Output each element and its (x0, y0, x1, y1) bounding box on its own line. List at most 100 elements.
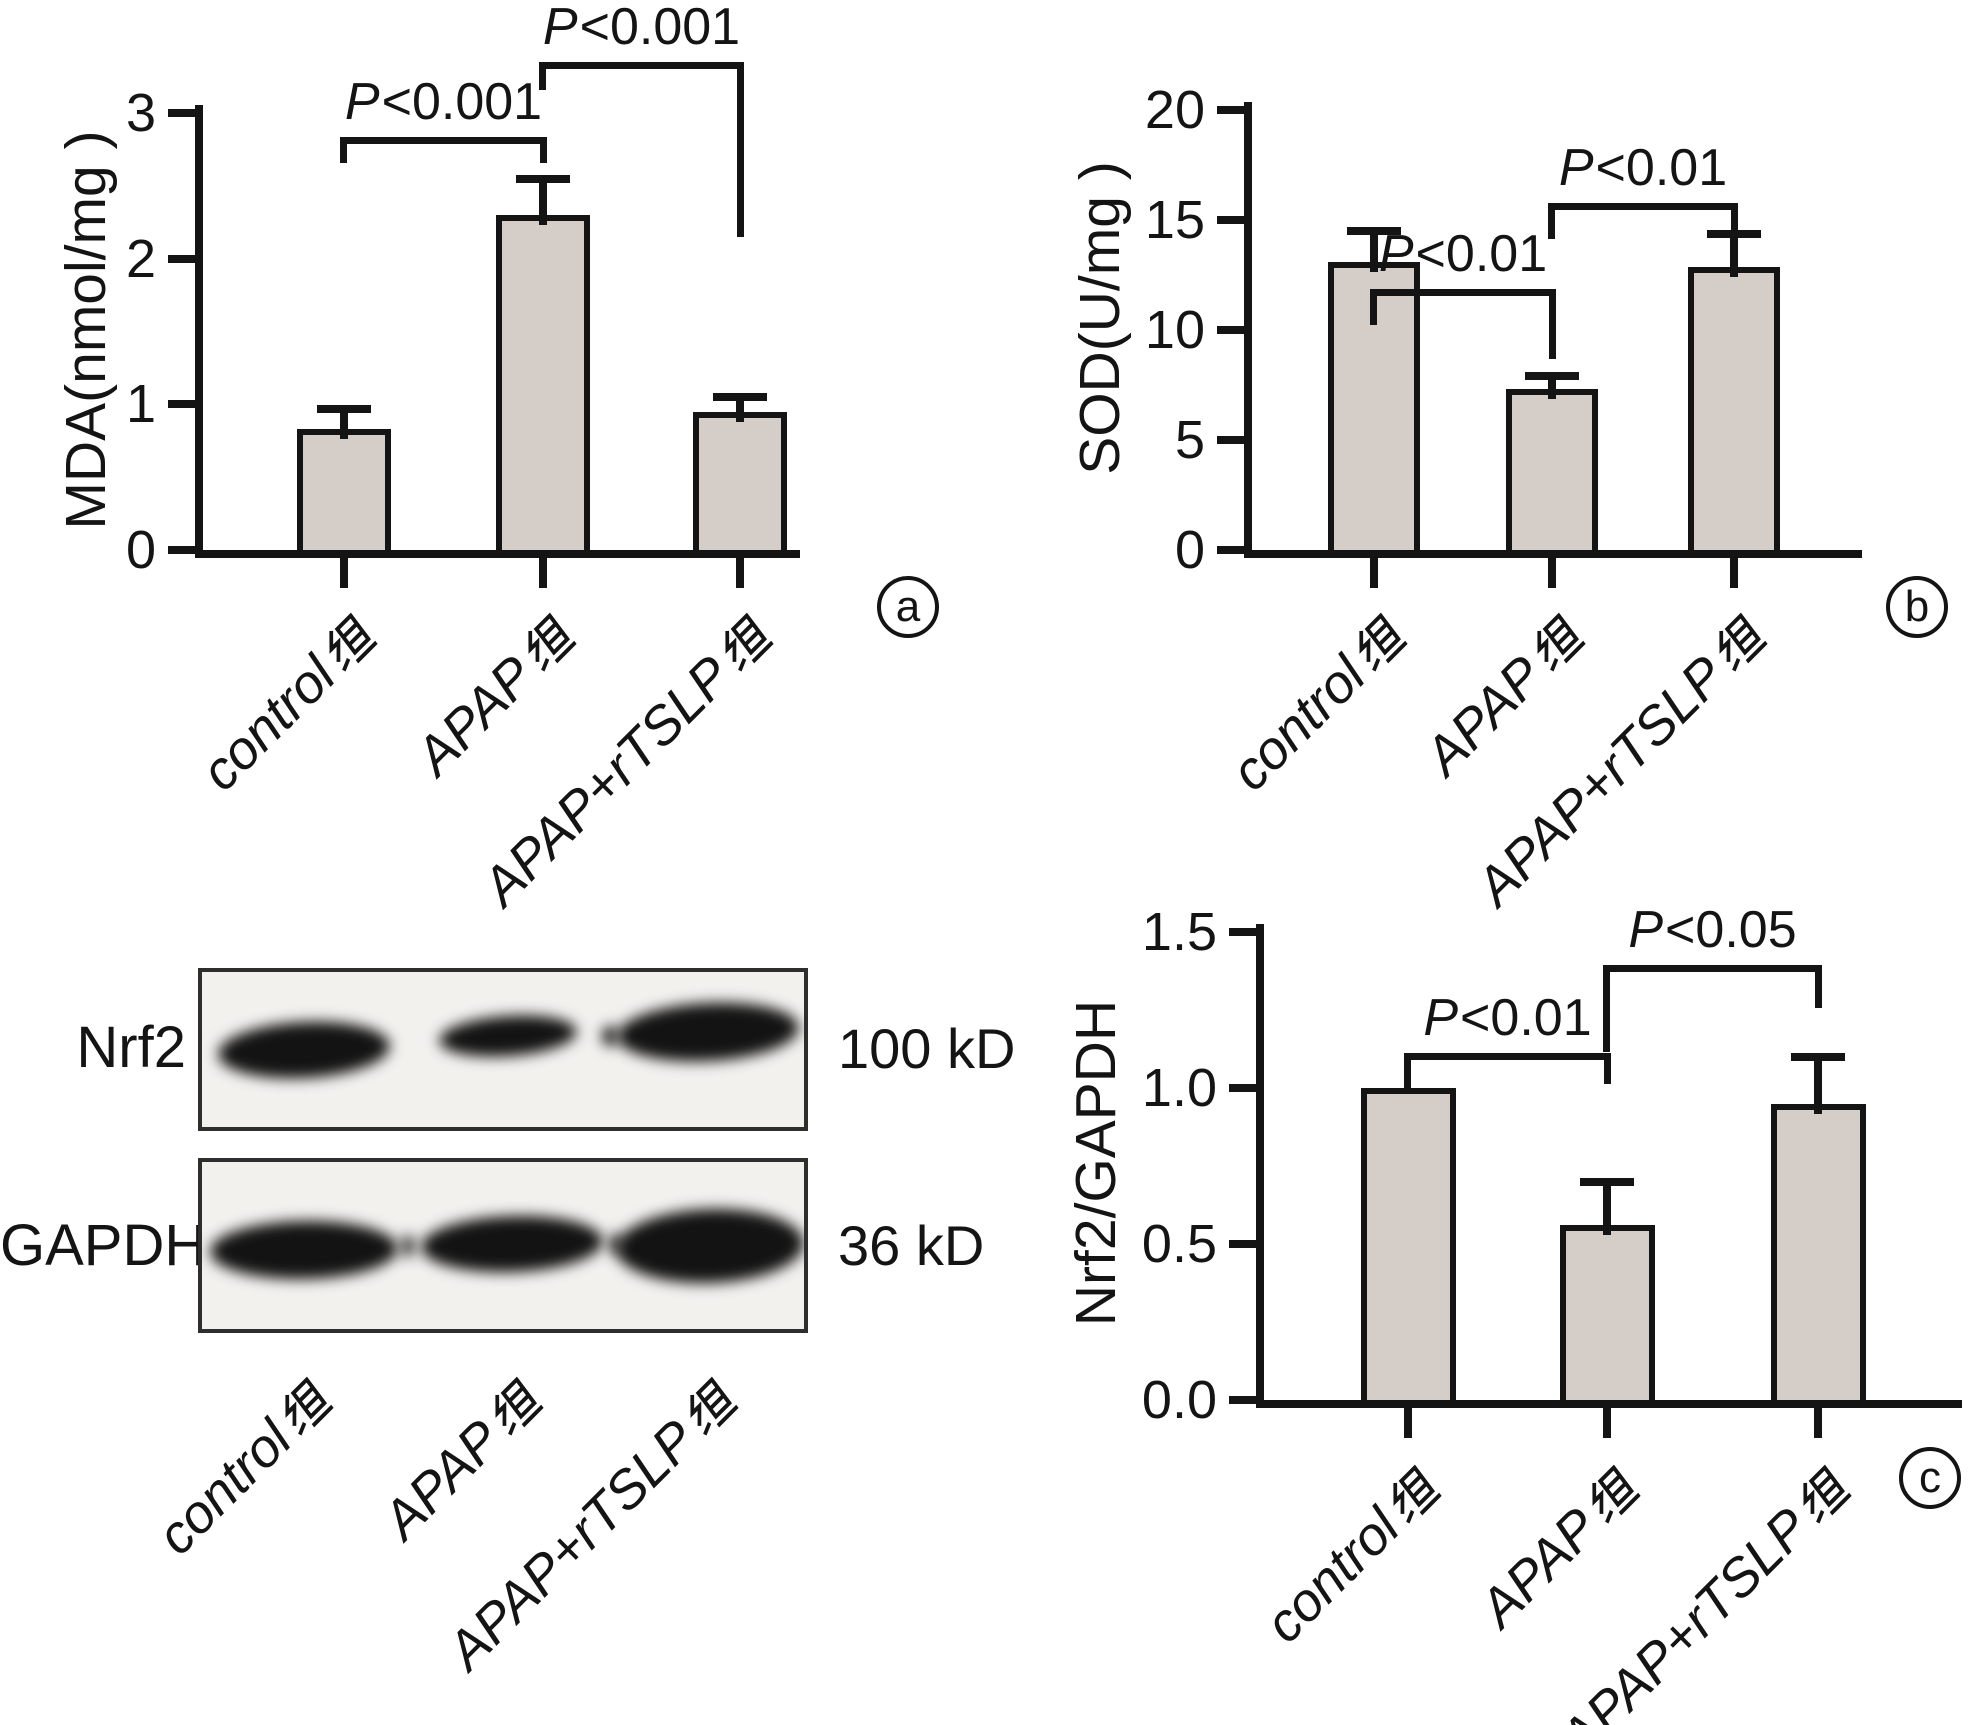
significance-value: <0.01 (1460, 989, 1592, 1047)
bar-a-1 (496, 214, 590, 558)
blot-band-nrf2-0 (216, 1017, 392, 1083)
blot-box-nrf2 (198, 968, 808, 1131)
significance-label-a-1: P<0.001 (543, 0, 740, 54)
error-bar-cap-a-1 (516, 174, 570, 183)
error-bar-stem-a-0 (340, 408, 348, 440)
panel-marker-b: b (1886, 576, 1948, 638)
x-tick-c-0 (1404, 1408, 1412, 1438)
y-tick-label-b-3: 15 (1144, 190, 1205, 250)
significance-label-c-1: P<0.05 (1628, 903, 1796, 957)
y-tick-label-a-2: 2 (125, 228, 156, 289)
error-bar-cap-a-0 (317, 404, 371, 413)
x-tick-c-2 (1814, 1408, 1822, 1438)
blot-weight-label-100kd: 100 kD (838, 1017, 1016, 1080)
significance-bracket-right-tick-c-1 (1815, 965, 1822, 1008)
error-bar-stem-a-2 (736, 397, 744, 422)
x-axis-c (1256, 1400, 1962, 1408)
significance-label-a-0: P<0.001 (345, 75, 542, 129)
zu-hanzi-glyph-icon (1393, 1464, 1442, 1524)
y-tick-b-2 (1217, 326, 1244, 334)
y-tick-label-a-0: 0 (125, 520, 156, 580)
y-tick-label-a-3: 3 (125, 82, 156, 143)
x-label-text: APAP (1468, 1497, 1610, 1639)
significance-label-b-0: P<0.01 (1379, 227, 1547, 281)
x-label-text: control (1219, 645, 1377, 803)
x-label-a-control: control (19, 604, 388, 973)
significance-bracket-left-tick-a-1 (539, 62, 546, 90)
significance-bracket-left-tick-c-0 (1404, 1053, 1411, 1088)
significance-label-b-1: P<0.01 (1559, 141, 1727, 195)
significance-bracket-left-tick-a-0 (340, 137, 347, 163)
error-bar-stem-a-1 (539, 178, 547, 225)
blot-band-nrf2-3 (602, 1026, 618, 1046)
bar-c-1 (1559, 1225, 1655, 1408)
y-tick-label-b-1: 5 (1174, 410, 1205, 470)
significance-value: <0.01 (1415, 225, 1548, 283)
blot-weight-label-36kd: 36 kD (838, 1214, 985, 1277)
x-axis-b (1244, 550, 1862, 558)
error-bar-stem-b-1 (1548, 376, 1556, 400)
zu-hanzi-glyph-icon (285, 1376, 334, 1436)
bar-b-2 (1688, 267, 1780, 558)
significance-label-c-0: P<0.01 (1423, 991, 1591, 1045)
significance-bracket-c-1 (1603, 965, 1822, 972)
error-bar-stem-c-1 (1603, 1181, 1611, 1236)
x-tick-b-2 (1730, 558, 1738, 588)
panel-marker-b-letter: b (1904, 582, 1930, 631)
bar-b-1 (1506, 389, 1598, 558)
error-bar-cap-a-2 (713, 393, 767, 402)
significance-value: <0.001 (579, 0, 741, 56)
y-tick-a-2 (168, 254, 195, 263)
x-label-text: APAP (404, 645, 546, 787)
y-tick-b-1 (1217, 436, 1244, 444)
error-bar-cap-c-2 (1791, 1052, 1845, 1061)
significance-value: <0.05 (1665, 901, 1797, 959)
zu-hanzi-glyph-icon (495, 1376, 544, 1436)
blot-protein-label-gapdh: GAPDH (0, 1213, 207, 1278)
y-tick-c-1 (1229, 1240, 1256, 1248)
significance-bracket-left-tick-c-1 (1603, 965, 1610, 1052)
x-label-a-apap: APAP (218, 604, 587, 973)
y-tick-label-c-1: 0.5 (1141, 1214, 1217, 1274)
significance-bracket-b-0 (1370, 289, 1556, 296)
error-bar-cap-c-1 (1580, 1177, 1634, 1186)
significance-value: <0.01 (1595, 139, 1728, 197)
y-tick-b-0 (1217, 546, 1244, 554)
y-tick-label-b-0: 0 (1174, 520, 1205, 580)
significance-bracket-right-tick-b-1 (1731, 203, 1738, 237)
significance-bracket-right-tick-c-0 (1604, 1053, 1611, 1084)
significance-bracket-b-1 (1548, 203, 1738, 210)
blot-band-nrf2-1 (437, 1011, 579, 1061)
error-bar-cap-b-0 (1347, 227, 1401, 235)
bar-c-2 (1770, 1103, 1866, 1408)
x-label-b-apap-rtslp: APAP+rTSLP (1409, 604, 1778, 973)
x-label-a-apap-rtslp: APAP+rTSLP (415, 604, 784, 973)
x-label-b-control: control (1049, 604, 1418, 973)
significance-bracket-c-0 (1404, 1053, 1611, 1060)
panel-marker-c-letter: c (1919, 1453, 1941, 1502)
x-tick-a-1 (539, 558, 547, 588)
panel-marker-c: c (1899, 1447, 1961, 1509)
significance-bracket-a-0 (340, 137, 547, 144)
zu-hanzi-glyph-icon (329, 612, 378, 672)
y-tick-label-b-4: 20 (1144, 80, 1205, 140)
zu-hanzi-glyph-icon (690, 1376, 739, 1436)
y-axis-label-mda: MDA(nmol/mg ) (54, 130, 118, 530)
x-label-text: APAP (1413, 645, 1555, 787)
y-tick-b-3 (1217, 216, 1244, 224)
error-bar-stem-c-2 (1814, 1056, 1822, 1114)
zu-hanzi-glyph-icon (725, 612, 774, 672)
bar-a-0 (297, 429, 391, 558)
significance-bracket-a-1 (539, 62, 744, 69)
significance-bracket-left-tick-b-1 (1548, 203, 1555, 239)
significance-p-italic: P (1558, 139, 1594, 197)
blot-lane-label-control: control (0, 1368, 344, 1725)
x-label-text: control (145, 1409, 303, 1567)
panel-marker-a-letter: a (895, 582, 921, 631)
significance-value: <0.001 (381, 73, 543, 131)
x-label-text: APAP (371, 1409, 513, 1551)
zu-hanzi-glyph-icon (1719, 612, 1768, 672)
blot-box-gapdh (198, 1158, 808, 1333)
significance-bracket-right-tick-a-0 (540, 137, 547, 163)
